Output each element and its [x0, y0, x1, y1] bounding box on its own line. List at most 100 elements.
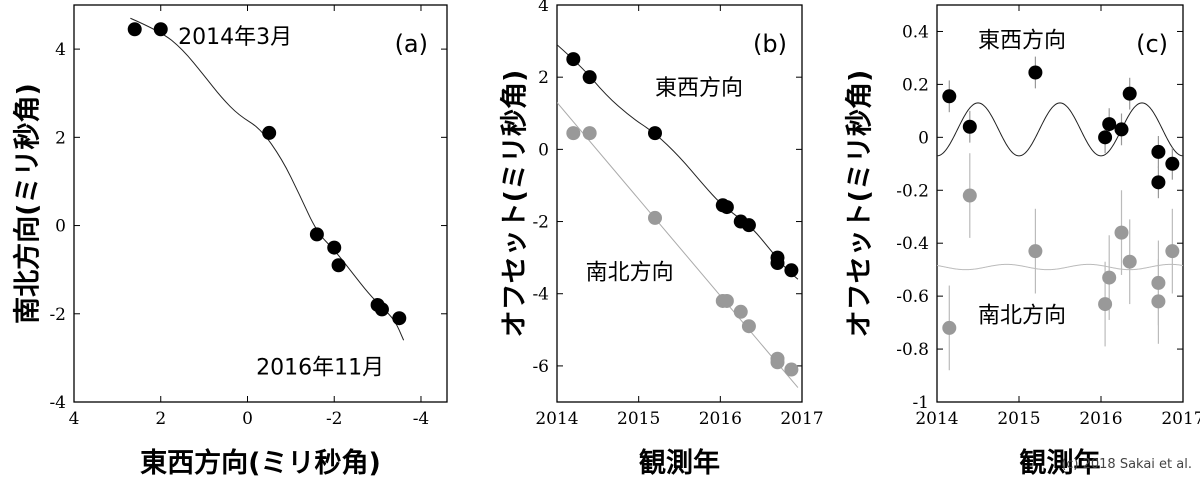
plot-area	[557, 44, 799, 388]
data-point	[582, 70, 597, 85]
x-tick-label: 4	[69, 409, 80, 429]
data-point	[582, 126, 597, 141]
panel-label: (a)	[395, 30, 428, 58]
x-tick-label: 2014	[535, 409, 578, 429]
annotation: 2014年3月	[178, 25, 292, 50]
credit-text: (c) 2018 Sakai et al.	[1061, 457, 1192, 472]
data-point	[733, 304, 748, 319]
data-point	[770, 355, 785, 370]
x-tick-label: 2016	[699, 409, 742, 429]
panel-b: 2014 2015 2016 2017 -6 -4 -2 0 2 4 観測年 オフセット(ミリ秒角) (…	[499, 0, 824, 479]
x-tick-label: 0	[242, 409, 253, 429]
y-tick-label: -0.6	[896, 287, 929, 307]
data-point	[942, 89, 957, 104]
data-point	[1165, 244, 1180, 259]
y-tick-label: 4	[55, 40, 66, 60]
data-point	[1028, 244, 1043, 259]
data-point	[784, 362, 799, 377]
y-tick-label: -0.4	[896, 234, 929, 254]
data-point	[770, 256, 785, 271]
y-tick-label: -2	[49, 305, 66, 325]
data-point	[942, 320, 957, 335]
data-point	[648, 210, 662, 225]
data-point	[1122, 254, 1137, 269]
x-axis-label: 観測年	[639, 447, 720, 479]
data-point	[962, 119, 977, 134]
data-point	[719, 200, 734, 215]
data-point	[1151, 144, 1166, 159]
data-point	[1114, 225, 1129, 240]
series-model-curve	[937, 263, 1183, 271]
data-point	[1151, 294, 1166, 309]
x-tick-label: 2017	[780, 409, 823, 429]
data-point	[566, 126, 581, 141]
data-point	[309, 227, 324, 242]
x-axis-label: 東西方向(ミリ秒角)	[140, 447, 381, 479]
data-point	[327, 240, 342, 255]
y-tick-label: -0.8	[896, 340, 929, 360]
data-point	[127, 22, 142, 37]
x-axis-label: 観測年	[1020, 447, 1101, 479]
data-point	[1151, 175, 1166, 190]
data-point	[374, 302, 389, 317]
series-label: 東西方向	[978, 28, 1066, 53]
x-tick-label: 2016	[1079, 409, 1122, 429]
data-point	[1114, 122, 1129, 137]
data-point	[1028, 65, 1043, 80]
plot-frame	[556, 4, 803, 403]
series-label: 南北方向	[586, 260, 674, 285]
y-tick-label: 2	[55, 128, 66, 148]
data-point	[153, 22, 168, 37]
data-point	[262, 125, 277, 140]
series-fit-curve	[557, 102, 799, 388]
fit-curve	[130, 17, 405, 341]
series-label: 南北方向	[978, 304, 1066, 329]
data-point	[566, 52, 581, 67]
x-tick-label: 2017	[1161, 409, 1200, 429]
y-tick-label: 0	[55, 217, 66, 237]
panel-a: 4 2 0 -2 -4 -4 -2 0 2 4 東西方向(ミリ秒角) 南北方向(ミリ秒角) (a) 201…	[12, 4, 448, 479]
x-tick-label: -2	[326, 409, 343, 429]
y-axis-label: オフセット(ミリ秒角)	[499, 70, 531, 338]
x-tick-label: 2	[155, 409, 166, 429]
data-point	[392, 311, 407, 326]
data-point	[784, 263, 799, 278]
panel-label: (c)	[1136, 30, 1168, 58]
plot-area	[127, 17, 407, 341]
data-point	[331, 258, 346, 273]
data-point	[1102, 117, 1117, 132]
series-label: 東西方向	[655, 76, 743, 101]
y-tick-label: -2	[532, 213, 549, 233]
data-point	[741, 319, 756, 334]
plot-area	[937, 56, 1183, 371]
data-point	[648, 126, 662, 141]
y-tick-label: -4	[49, 393, 66, 413]
y-tick-label: -0.2	[896, 181, 929, 201]
x-tick-label: -4	[413, 409, 430, 429]
annotation: 2016年11月	[256, 356, 384, 381]
x-tick-label: 2014	[915, 409, 958, 429]
y-tick-label: 0	[918, 128, 929, 148]
y-tick-label: 0.4	[902, 22, 929, 42]
data-point	[1098, 130, 1113, 145]
y-tick-label: 4	[538, 0, 549, 16]
data-point	[1122, 86, 1137, 101]
y-axis-label: 南北方向(ミリ秒角)	[12, 83, 44, 324]
plot-frame	[936, 4, 1184, 403]
data-point	[741, 218, 756, 233]
x-tick-label: 2015	[617, 409, 660, 429]
series-model-curve	[937, 102, 1183, 157]
data-point	[1098, 297, 1113, 312]
panel-c: 2014 2015 2016 2017 -1 -0.8 -0.6 -0.4 -0.2 0 0.2 0.…	[844, 4, 1200, 479]
y-tick-label: -6	[532, 357, 549, 377]
y-tick-label: 2	[538, 68, 549, 88]
data-point	[1102, 270, 1117, 285]
y-tick-label: -4	[532, 285, 549, 305]
plot-frame	[73, 4, 448, 403]
data-point	[719, 293, 734, 308]
y-tick-label: 0	[538, 140, 549, 160]
data-point	[1151, 275, 1166, 290]
x-tick-label: 2015	[997, 409, 1040, 429]
data-point	[962, 188, 977, 203]
